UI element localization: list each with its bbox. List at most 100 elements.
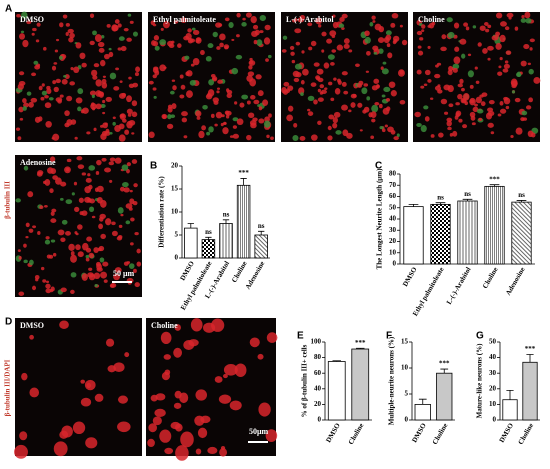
error-bar [526, 354, 534, 363]
cell [132, 31, 138, 37]
cell [368, 112, 373, 118]
cell [292, 70, 300, 78]
cell [59, 94, 64, 98]
cell [50, 239, 56, 243]
cell [477, 42, 482, 47]
significance: *** [439, 360, 450, 368]
cell [65, 199, 73, 205]
cell [129, 263, 135, 269]
cell [350, 102, 356, 108]
cell [89, 40, 95, 46]
cell [167, 106, 173, 113]
cell [61, 78, 68, 85]
cell [179, 74, 184, 79]
cell [66, 95, 73, 102]
cell [54, 49, 59, 53]
cell [224, 46, 229, 50]
cell [124, 129, 130, 135]
cell [246, 134, 252, 141]
cell [310, 134, 318, 141]
cell [515, 127, 523, 135]
cell [55, 38, 60, 42]
cell [393, 136, 399, 141]
cell [365, 70, 370, 73]
cell [487, 57, 491, 61]
cell [92, 107, 96, 111]
cell [359, 129, 363, 132]
cell [134, 231, 139, 236]
cell [113, 86, 120, 91]
cell [62, 14, 68, 19]
cell [323, 62, 330, 69]
error-bar [240, 178, 247, 186]
cell [102, 99, 106, 104]
cell [488, 100, 495, 105]
cell [97, 91, 102, 96]
cell [498, 65, 502, 69]
cell [427, 78, 432, 83]
cell [93, 247, 99, 253]
cell [424, 116, 430, 122]
panel-label: C [375, 161, 382, 172]
y-tick-label: 10 [171, 208, 179, 216]
cell [212, 31, 218, 38]
bar [414, 403, 431, 421]
error-bar [418, 398, 427, 405]
cell [203, 322, 216, 333]
cell [438, 132, 444, 138]
cell [333, 77, 337, 81]
cell [18, 106, 24, 113]
cell [257, 90, 264, 97]
stain-label: β-tubulin III [4, 181, 12, 219]
cell [170, 40, 175, 44]
cell [430, 134, 435, 138]
cell [231, 38, 235, 42]
cell [313, 99, 318, 105]
cell [333, 111, 341, 118]
cell [479, 25, 486, 31]
image-label: Choline [151, 321, 178, 330]
cell [202, 104, 208, 110]
cell [216, 90, 220, 94]
cell [173, 402, 182, 409]
cell [249, 119, 257, 126]
cell [74, 136, 78, 140]
panel-label: A [5, 4, 12, 15]
cell [29, 259, 34, 266]
cell [516, 72, 522, 78]
cell [399, 70, 404, 75]
cell [310, 40, 317, 47]
cell [181, 111, 188, 117]
image-label: Ethyl palmitoleate [153, 15, 216, 24]
cell [118, 134, 126, 142]
cell [152, 416, 162, 426]
cell [219, 33, 226, 41]
error-bar [258, 230, 265, 235]
cell [218, 23, 223, 27]
cell [474, 66, 478, 70]
cell [223, 122, 227, 125]
x-tick-label: Choline [431, 422, 450, 446]
cell [267, 54, 272, 59]
cell [73, 66, 80, 74]
cell [372, 20, 376, 23]
cell [126, 261, 131, 264]
cell [268, 113, 272, 118]
cell [430, 97, 434, 100]
cell [499, 101, 504, 106]
cell [95, 103, 102, 110]
cell [153, 95, 157, 99]
bar [327, 361, 346, 421]
cell [159, 64, 167, 72]
cell [332, 14, 336, 18]
cell [104, 167, 112, 173]
cell [75, 232, 79, 236]
cell [45, 236, 50, 240]
cell [18, 81, 26, 86]
cell [414, 111, 421, 118]
cell [93, 272, 101, 280]
cell [75, 244, 81, 251]
cell [44, 178, 51, 186]
cell [514, 97, 521, 103]
